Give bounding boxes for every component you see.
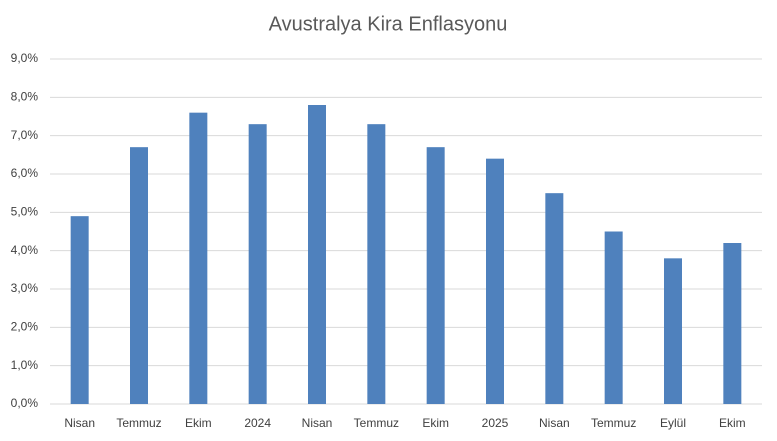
bar [426,147,445,404]
bar [130,147,148,404]
y-tick-label: 5,0% [11,205,39,219]
bar [486,158,504,404]
chart-title: Avustralya Kira Enflasyonu [269,13,508,35]
x-tick-label: 2025 [482,416,509,430]
x-tick-label: Ekim [422,416,449,430]
bar [248,124,267,405]
y-tick-label: 8,0% [11,90,39,104]
bar [604,231,623,404]
bar [367,124,386,405]
bar [723,243,742,404]
x-tick-label: 2024 [244,416,271,430]
y-tick-label: 0,0% [11,396,39,410]
y-tick-label: 9,0% [11,51,39,65]
x-tick-label: Ekim [719,416,746,430]
y-tick-label: 3,0% [11,281,39,295]
x-tick-label: Temmuz [354,416,399,430]
y-tick-label: 1,0% [11,358,39,372]
x-tick-label: Ekim [185,416,212,430]
x-tick-label: Nisan [539,416,570,430]
x-tick-label: Nisan [64,416,95,430]
bar [664,258,682,404]
x-tick-label: Temmuz [116,416,161,430]
x-tick-label: Eylül [660,416,686,430]
bar [545,193,564,404]
y-tick-label: 4,0% [11,243,39,257]
y-tick-label: 7,0% [11,128,39,142]
bar [189,112,208,405]
bar [70,216,89,404]
x-tick-label: Nisan [302,416,333,430]
y-tick-label: 6,0% [11,166,39,180]
y-tick-label: 2,0% [11,320,39,334]
x-tick-label: Temmuz [591,416,636,430]
bar [308,105,326,404]
